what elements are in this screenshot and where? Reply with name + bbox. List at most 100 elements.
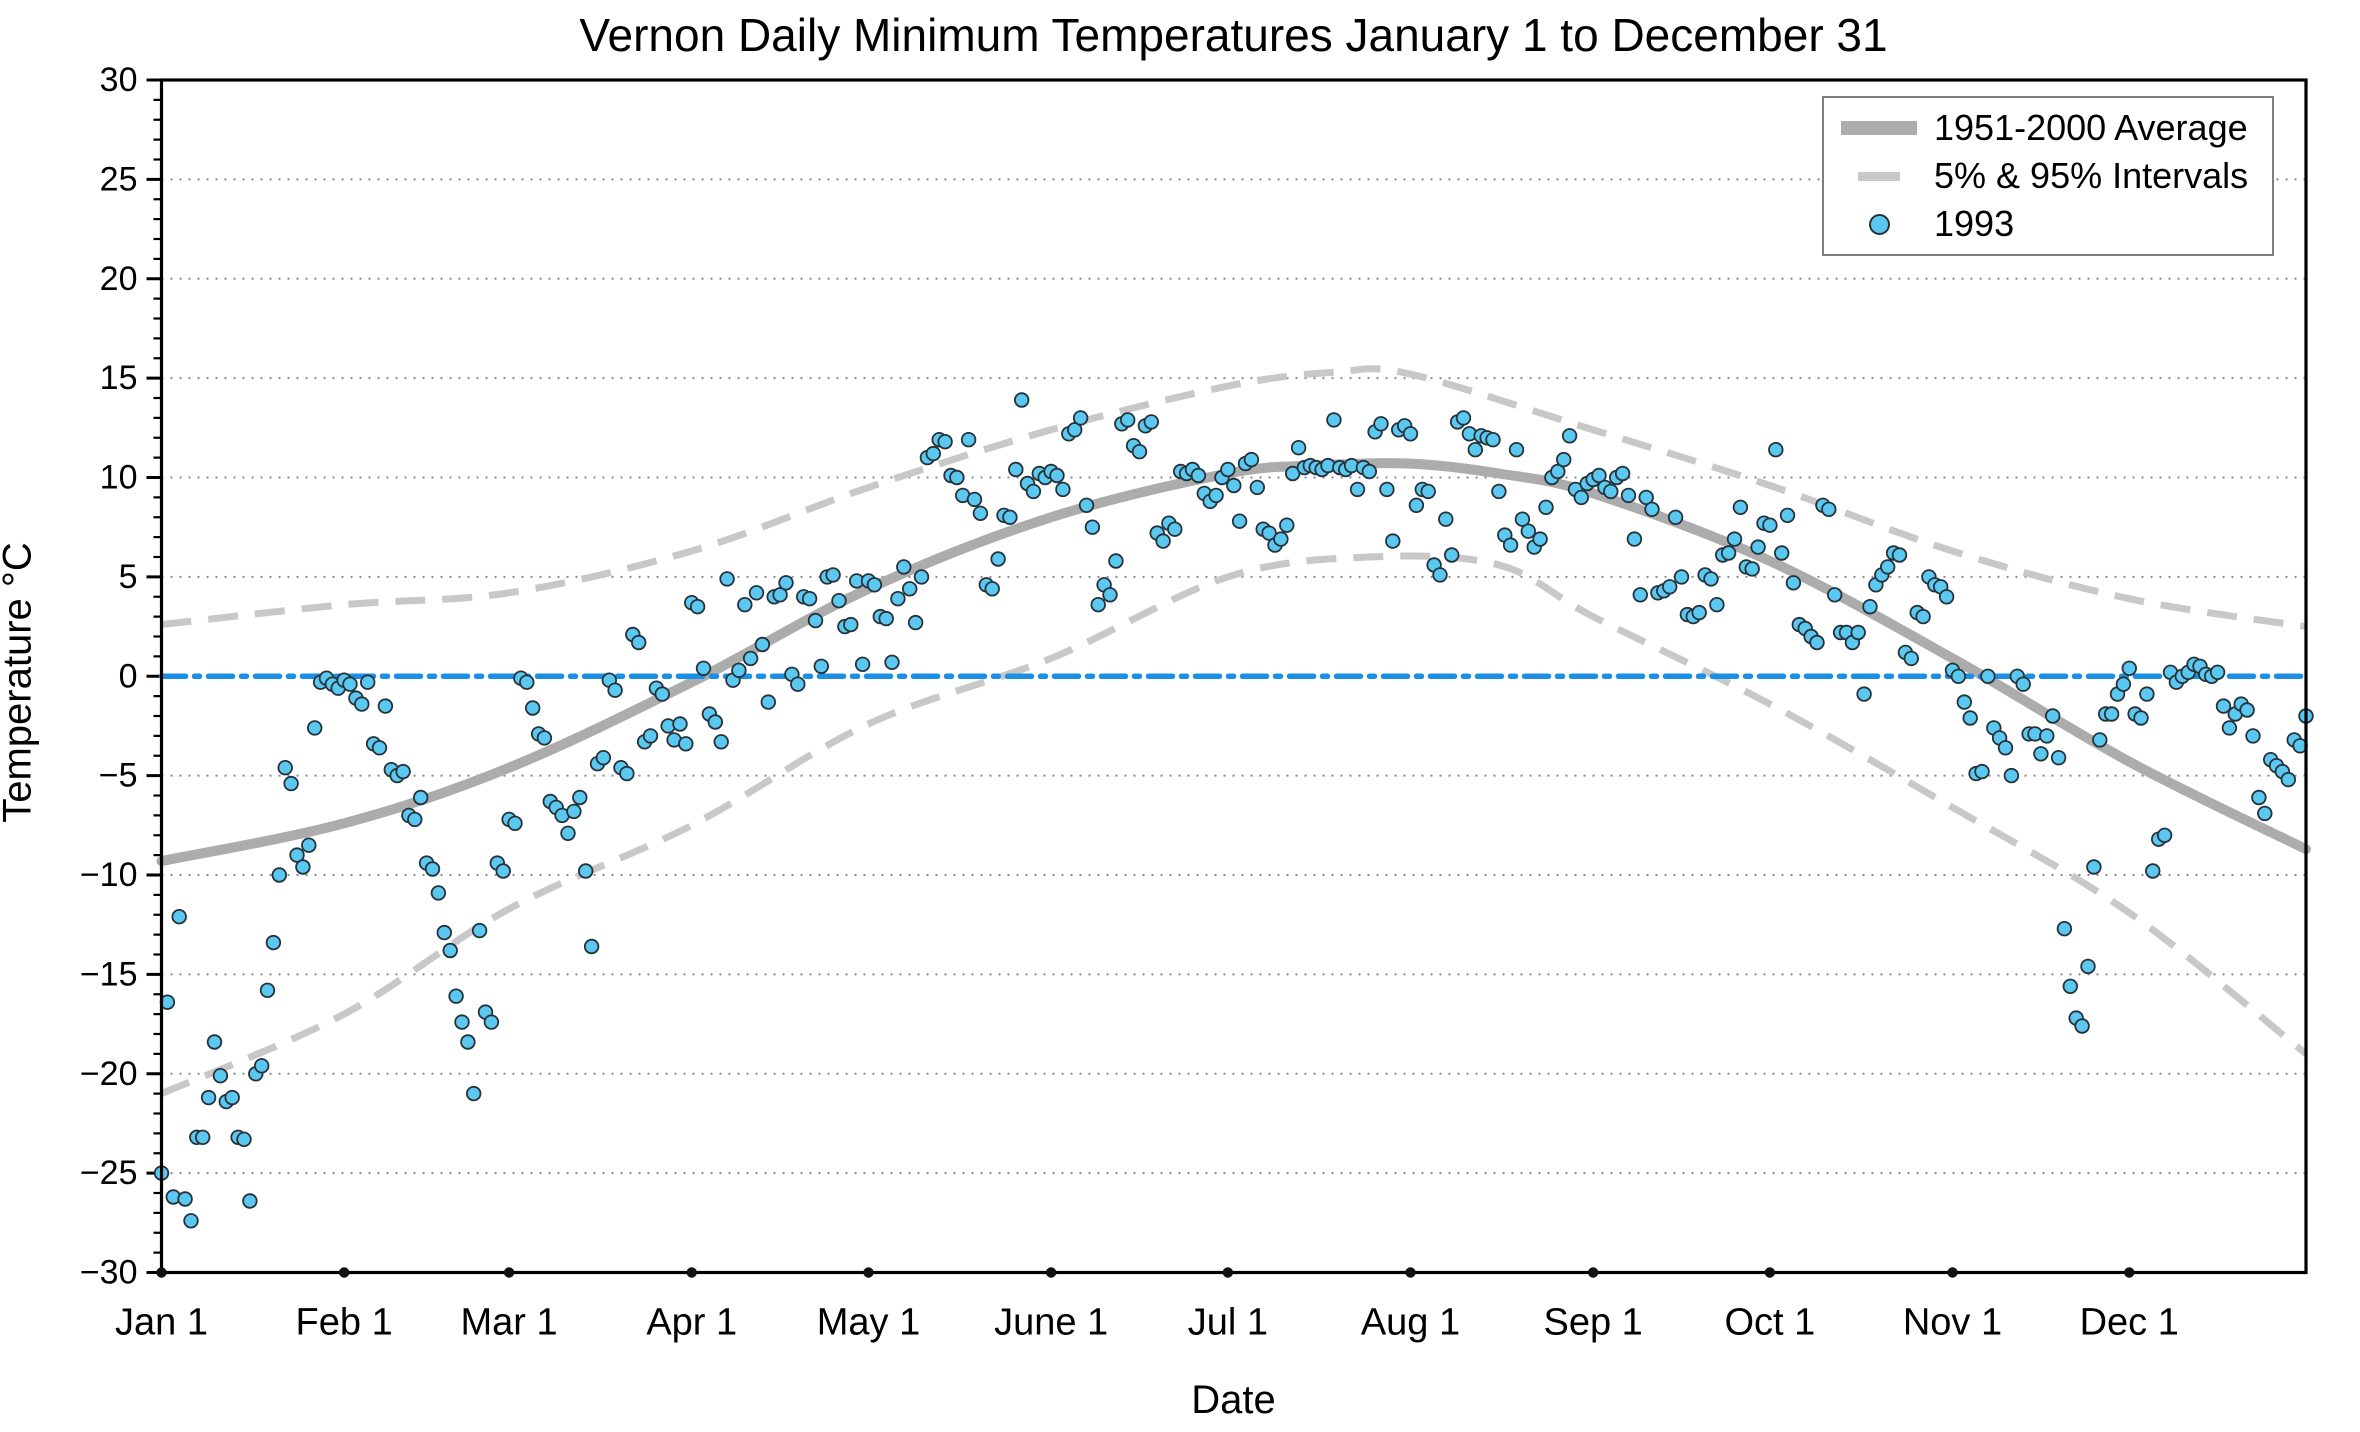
- scatter-point: [1514, 511, 1531, 527]
- x-tick-label: Sep 1: [1543, 1302, 1642, 1344]
- scatter-point: [843, 616, 859, 633]
- month-tick-dot: [863, 1267, 874, 1278]
- scatter-point: [1008, 461, 1024, 478]
- scatter-point: [913, 569, 930, 585]
- scatter-point: [1891, 547, 1908, 563]
- scatter-point: [890, 591, 906, 607]
- y-tick-label: 10: [100, 459, 138, 497]
- scatter-point: [1779, 507, 1796, 524]
- scatter-point: [407, 811, 423, 828]
- scatter-point: [1709, 597, 1725, 613]
- month-tick-dot: [1947, 1267, 1958, 1278]
- scatter-point: [2115, 676, 2132, 692]
- scatter-point: [1850, 624, 1866, 641]
- scatter-point: [507, 815, 523, 832]
- scatter-point: [430, 885, 447, 901]
- scatter-point: [742, 650, 759, 667]
- scatter-point: [1049, 467, 1065, 484]
- scatter-point: [1025, 483, 1042, 500]
- scatter-point: [1974, 763, 1990, 780]
- scatter-point: [1856, 686, 1872, 702]
- scatter-point: [395, 763, 411, 780]
- scatter-point: [1762, 517, 1778, 533]
- scatter-point: [194, 1129, 211, 1146]
- scatter-point: [778, 575, 794, 591]
- scatter-point: [307, 720, 323, 736]
- month-tick-dot: [1764, 1267, 1776, 1278]
- scatter-point: [1131, 444, 1148, 460]
- scatter-point: [572, 789, 588, 806]
- month-tick-dot: [338, 1267, 350, 1278]
- scatter-point: [583, 938, 600, 955]
- x-tick-label: Apr 1: [646, 1302, 737, 1344]
- scatter-point: [1826, 587, 1843, 603]
- scatter-point: [436, 924, 453, 941]
- scatter-point: [695, 660, 712, 677]
- scatter-point: [1102, 587, 1118, 603]
- scatter-point: [1520, 523, 1537, 539]
- scatter-point: [1532, 531, 1548, 547]
- scatter-point: [1055, 481, 1071, 498]
- scatter-point: [1573, 489, 1590, 506]
- scatter-point: [937, 434, 953, 450]
- scatter-point: [731, 662, 747, 679]
- y-tick-label: −30: [80, 1254, 138, 1292]
- scatter-point: [1673, 569, 1690, 585]
- x-tick-label: Nov 1: [1903, 1302, 2002, 1344]
- scatter-point: [1603, 483, 1619, 500]
- legend-item-average: 1951-2000 Average: [1824, 104, 2272, 152]
- scatter-point: [1491, 483, 1507, 500]
- legend-label-average: 1951-2000 Average: [1934, 107, 2248, 148]
- scatter-point: [566, 803, 582, 820]
- scatter-point: [242, 1193, 258, 1209]
- scatter-point: [2121, 660, 2138, 677]
- scatter-point: [466, 1085, 482, 1102]
- scatter-point: [1997, 740, 2014, 756]
- legend-label-1993: 1993: [1934, 203, 2015, 244]
- scatter-point: [177, 1191, 193, 1207]
- plot-frame: [159, 78, 2308, 1275]
- scatter-point: [560, 825, 576, 842]
- scatter-point: [966, 491, 983, 508]
- scatter-point: [1349, 481, 1366, 498]
- scatter-point: [801, 591, 818, 607]
- scatter-point: [2056, 921, 2073, 937]
- month-tick-dot: [1222, 1267, 1234, 1278]
- scatter-point: [1632, 587, 1649, 603]
- scatter-point: [2033, 746, 2049, 762]
- scatter-point: [1550, 463, 1566, 480]
- y-tick-label: 5: [119, 558, 138, 596]
- scatter-point: [536, 730, 553, 746]
- scatter-point: [831, 593, 847, 609]
- y-tick-label: 20: [100, 260, 138, 298]
- scatter-point: [1167, 521, 1183, 537]
- scatter-point: [1591, 467, 1607, 484]
- scatter-point: [2145, 863, 2161, 879]
- scatter-point: [1773, 545, 1790, 561]
- scatter-point: [1915, 608, 1931, 625]
- scatter-point: [2039, 728, 2055, 744]
- y-tick-label: −10: [80, 856, 138, 894]
- scatter-point: [2050, 750, 2067, 766]
- scatter-point: [460, 1034, 476, 1050]
- scatter-point: [1614, 465, 1631, 482]
- scatter-point: [2257, 805, 2273, 822]
- scatter-point: [2245, 728, 2261, 744]
- scatter-point: [1538, 499, 1554, 516]
- y-tick-label: −5: [99, 757, 138, 795]
- scatter-point: [1744, 561, 1760, 577]
- scatter-point: [1561, 428, 1578, 444]
- scatter-point: [1072, 410, 1089, 426]
- scatter-point: [1962, 710, 1978, 726]
- scatter-point: [206, 1034, 223, 1050]
- scatter-point: [825, 567, 841, 583]
- x-tick-label: Oct 1: [1724, 1302, 1815, 1344]
- x-tick-label: Feb 1: [296, 1302, 393, 1344]
- scatter-point: [1143, 414, 1160, 430]
- interval-dash-key-icon: [1824, 171, 1934, 181]
- scatter-point: [1119, 412, 1136, 428]
- scatter-marker-key-icon: [1824, 213, 1934, 235]
- scatter-point: [1078, 497, 1095, 514]
